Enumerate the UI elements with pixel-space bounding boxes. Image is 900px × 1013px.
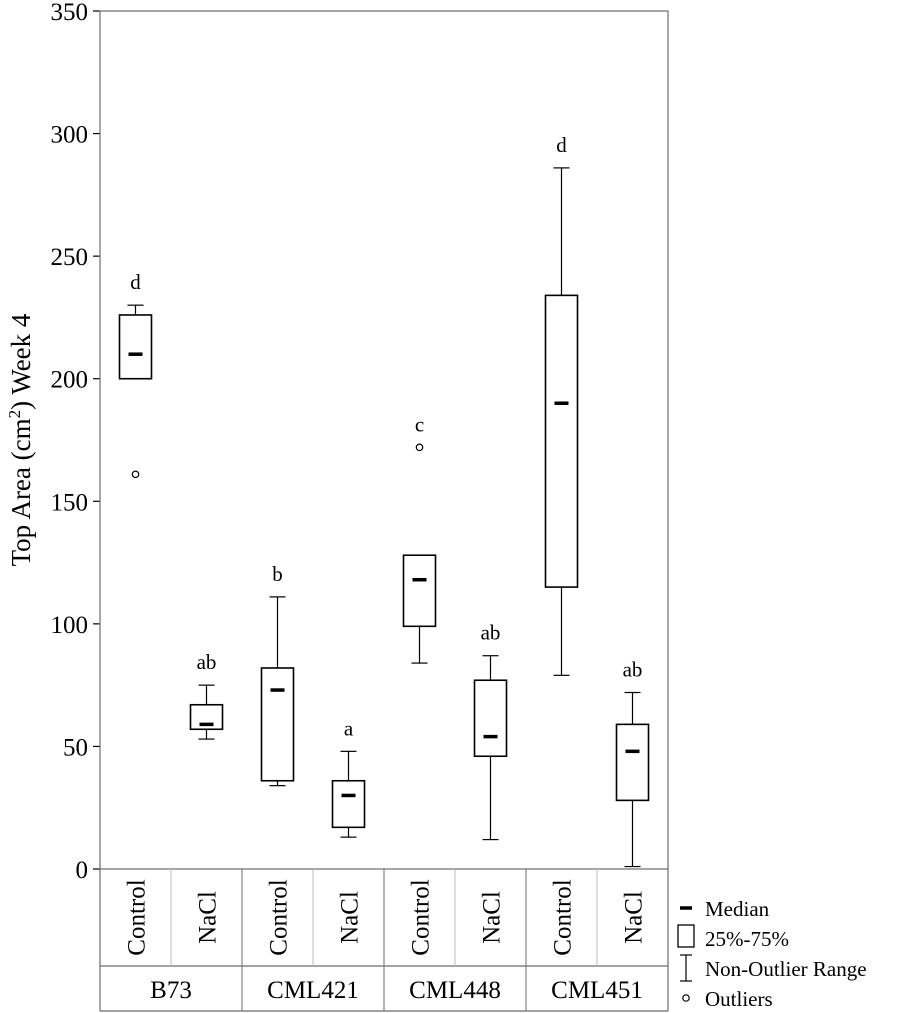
y-tick-label: 250 bbox=[51, 244, 89, 271]
legend-box-icon bbox=[677, 924, 695, 948]
treatment-label: NaCl bbox=[195, 891, 222, 944]
significance-letter: ab bbox=[623, 657, 643, 681]
plot-area: d ab b a c ab d ab bbox=[99, 10, 669, 870]
legend-item-outlier: Outliers bbox=[682, 987, 773, 1011]
treatment-label: Control bbox=[550, 879, 577, 955]
significance-letter: a bbox=[344, 716, 354, 740]
treatment-label: NaCl bbox=[621, 891, 648, 944]
y-tick-label: 150 bbox=[51, 489, 89, 516]
group-label: B73 bbox=[150, 977, 192, 1004]
y-tick-label: 200 bbox=[51, 367, 89, 394]
treatment-label: Control bbox=[124, 879, 151, 955]
group-label: CML448 bbox=[409, 977, 501, 1004]
significance-letter: ab bbox=[197, 650, 217, 674]
legend-item-median: Median bbox=[680, 897, 770, 921]
iqr-box bbox=[402, 554, 437, 628]
group-label: CML421 bbox=[267, 977, 359, 1004]
significance-letter: ab bbox=[481, 621, 501, 645]
legend-outlier-icon bbox=[682, 994, 690, 1002]
y-tick-label: 100 bbox=[51, 612, 89, 639]
box-cml421-control: b bbox=[260, 562, 295, 787]
significance-letter: d bbox=[130, 270, 141, 294]
y-tick-label: 50 bbox=[63, 734, 88, 761]
legend-item-whisker: Non-Outlier Range bbox=[680, 954, 867, 982]
treatment-label: Control bbox=[266, 879, 293, 955]
treatment-label: NaCl bbox=[337, 891, 364, 944]
legend-label: 25%-75% bbox=[705, 927, 789, 951]
box-b73-nacl: ab bbox=[189, 650, 224, 740]
x-axis-table: Control NaCl Control NaCl Control NaCl Control… bbox=[99, 869, 669, 1012]
outlier-point bbox=[131, 470, 140, 479]
box-cml451-control: d bbox=[544, 133, 579, 676]
iqr-box bbox=[544, 294, 579, 588]
plot-frame bbox=[99, 10, 669, 870]
y-tick-label: 350 bbox=[51, 0, 89, 26]
significance-letter: b bbox=[272, 562, 283, 586]
box-cml448-nacl: ab bbox=[473, 621, 508, 841]
box-cml448-control: c bbox=[402, 412, 437, 664]
iqr-box bbox=[331, 779, 366, 829]
significance-letter: d bbox=[556, 133, 567, 157]
treatment-label: Control bbox=[408, 879, 435, 955]
y-tick-label: 0 bbox=[76, 857, 89, 884]
iqr-box bbox=[260, 667, 295, 782]
legend-label: Median bbox=[705, 897, 770, 921]
outlier-point bbox=[415, 443, 424, 452]
legend-label: Non-Outlier Range bbox=[705, 957, 867, 981]
significance-letter: c bbox=[415, 412, 424, 436]
y-tick-label: 300 bbox=[51, 122, 89, 149]
legend-label: Outliers bbox=[705, 987, 773, 1011]
iqr-box bbox=[473, 679, 508, 758]
legend-item-box: 25%-75% bbox=[677, 924, 789, 951]
iqr-box bbox=[118, 314, 153, 380]
legend: Median 25%-75% Non-Outlier Range Outliers bbox=[677, 897, 867, 1011]
iqr-box bbox=[615, 723, 650, 802]
y-axis: 0 50 100 150 200 250 300 350 bbox=[51, 0, 100, 884]
group-label: CML451 bbox=[551, 977, 643, 1004]
treatment-label: NaCl bbox=[479, 891, 506, 944]
box-cml451-nacl: ab bbox=[615, 657, 650, 868]
y-axis-label: Top Area (cm2) Week 4 bbox=[5, 313, 36, 566]
box-b73-control: d bbox=[118, 270, 153, 479]
box-cml421-nacl: a bbox=[331, 716, 366, 838]
